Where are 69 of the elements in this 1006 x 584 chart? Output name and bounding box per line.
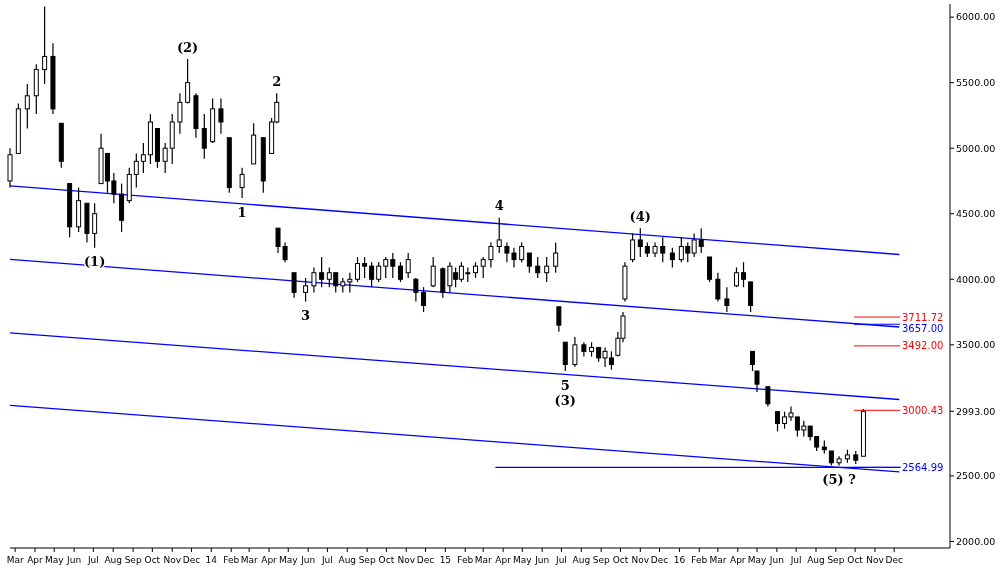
- y-tick-label: 3500.00: [956, 339, 996, 351]
- x-tick-label: Aug: [338, 555, 357, 565]
- y-tick-label: 2500.00: [956, 470, 996, 482]
- x-tick-label: Nov: [397, 555, 416, 565]
- x-tick-label: Apr: [261, 555, 278, 565]
- x-tick-label: Oct: [378, 555, 395, 565]
- x-tick-label: Feb: [691, 555, 708, 565]
- x-tick-label: Nov: [866, 555, 885, 565]
- annotation: (5) ?: [822, 471, 857, 487]
- x-tick-label: Aug: [104, 555, 123, 565]
- annotation: 4: [494, 198, 504, 214]
- x-tick-label: Oct: [847, 555, 864, 565]
- x-tick-label: May: [278, 555, 299, 565]
- annotation: 2: [272, 73, 282, 89]
- annotation: 1: [237, 204, 247, 220]
- x-tick-label: Oct: [612, 555, 629, 565]
- x-tick-label: Dec: [182, 555, 201, 565]
- y-tick-label: 6000.00: [956, 11, 996, 23]
- x-tick-label: 16: [673, 555, 686, 565]
- x-tick-label: Sep: [592, 555, 610, 565]
- x-tick-label: Jun: [66, 555, 82, 565]
- ref-line-label: 3492.00: [902, 340, 944, 352]
- y-tick-label: 5000.00: [956, 142, 996, 154]
- x-tick-label: Dec: [650, 555, 669, 565]
- x-tick-label: Feb: [223, 555, 240, 565]
- x-tick-label: Jul: [789, 555, 802, 565]
- ref-line-label: 3711.72: [902, 311, 944, 323]
- x-tick-label: Nov: [631, 555, 650, 565]
- annotation: (3): [554, 392, 576, 408]
- x-tick-label: Apr: [495, 555, 512, 565]
- x-tick-label: Sep: [124, 555, 142, 565]
- x-tick-label: Mar: [6, 555, 24, 565]
- x-tick-label: Apr: [27, 555, 44, 565]
- x-tick-label: Oct: [144, 555, 161, 565]
- x-tick-label: Mar: [474, 555, 492, 565]
- x-tick-label: 14: [205, 555, 218, 565]
- annotation: (2): [176, 39, 199, 55]
- x-tick-label: May: [44, 555, 65, 565]
- x-tick-label: Sep: [827, 555, 845, 565]
- y-tick-label: 2000.00: [956, 535, 996, 547]
- x-tick-label: Mar: [709, 555, 727, 565]
- x-tick-label: Aug: [572, 555, 591, 565]
- x-tick-label: May: [513, 555, 533, 565]
- x-tick-label: Feb: [457, 555, 474, 565]
- x-tick-label: Dec: [885, 555, 903, 565]
- y-tick-label: 4000.00: [956, 273, 996, 285]
- x-tick-label: 15: [439, 555, 452, 565]
- y-tick-label: 2993.00: [956, 405, 996, 417]
- y-tick-label: 4500.00: [956, 208, 996, 220]
- x-tick-label: Jun: [300, 555, 316, 565]
- x-tick-label: Jun: [534, 555, 550, 565]
- ref-line-label: 2564.99: [902, 461, 944, 473]
- x-tick-label: Jul: [320, 555, 333, 565]
- annotation: 3: [301, 308, 311, 324]
- x-tick-label: Sep: [358, 555, 376, 565]
- x-tick-label: May: [747, 555, 767, 565]
- x-tick-label: Aug: [807, 555, 825, 565]
- x-tick-label: Apr: [729, 555, 746, 565]
- x-tick-label: Jul: [555, 555, 567, 565]
- ref-line-label: 3000.43: [902, 404, 944, 416]
- x-tick-label: Nov: [163, 555, 182, 565]
- x-tick-label: Jul: [86, 555, 99, 565]
- x-tick-label: Dec: [416, 555, 435, 565]
- annotation: (4): [629, 208, 651, 224]
- x-tick-label: Mar: [240, 555, 258, 565]
- x-tick-label: Jun: [768, 555, 784, 565]
- y-tick-label: 5500.00: [956, 76, 996, 88]
- ref-line-label: 3657.00: [902, 322, 944, 334]
- annotation: 5: [560, 377, 570, 393]
